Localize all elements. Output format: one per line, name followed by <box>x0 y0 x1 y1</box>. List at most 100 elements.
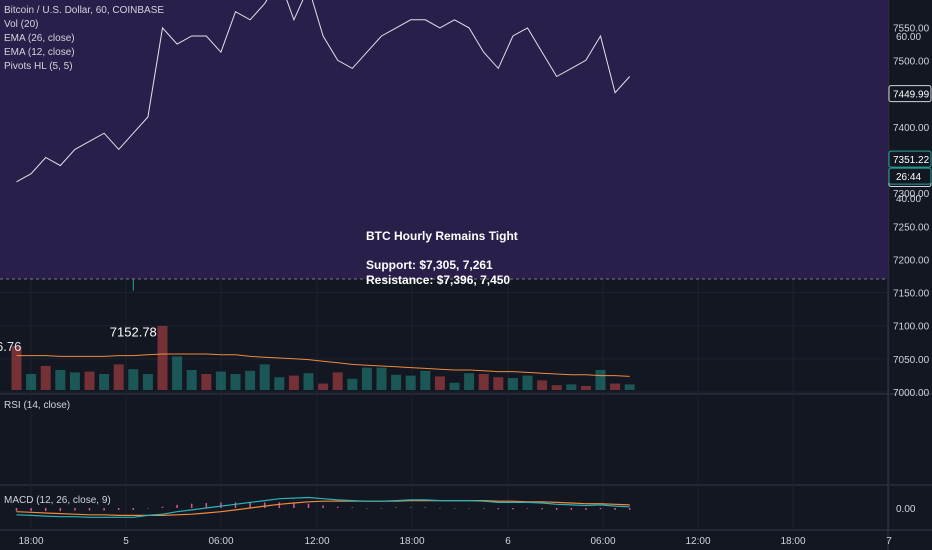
time-axis[interactable]: 18:00 5 06:00 12:00 18:00 6 06:00 12:00 18:00 7 <box>18 536 892 547</box>
volume-bar <box>230 374 241 390</box>
macd-histogram-bar <box>380 508 383 509</box>
volume-study-label[interactable]: Vol (20) <box>4 19 39 30</box>
rsi-line <box>16 0 631 183</box>
macd-histogram-bar <box>161 506 164 508</box>
macd-histogram-bar <box>439 508 441 509</box>
macd-histogram-bar <box>424 507 427 508</box>
annotation-support: Support: $7,305, 7,261 <box>366 258 493 272</box>
macd-histogram-bar <box>453 508 456 509</box>
volume-bar <box>507 378 518 390</box>
macd-histogram-bar <box>117 508 120 510</box>
annotation-resistance: Resistance: $7,396, 7,450 <box>366 273 511 287</box>
pivot-label: 7152.78 <box>110 325 157 340</box>
volume-bar <box>493 377 504 390</box>
macd-histogram-bar <box>366 508 368 509</box>
volume-bar <box>580 386 591 390</box>
macd-histogram-bar <box>147 508 149 509</box>
macd-histogram-bar <box>555 508 558 510</box>
volume-bar <box>26 374 37 390</box>
volume-bar <box>84 371 95 390</box>
macd-histogram-bar <box>44 508 47 512</box>
price-tick-label: 7200.00 <box>893 255 930 266</box>
volume-bar <box>128 369 139 390</box>
macd-histogram-bar <box>585 508 587 510</box>
time-tick-label: 12:00 <box>304 536 329 547</box>
volume-bar <box>288 375 299 390</box>
macd-histogram-bar <box>351 507 354 508</box>
volume-bar <box>434 376 445 390</box>
price-tick-label: 7550.00 <box>893 23 930 34</box>
macd-histogram-bar <box>15 508 18 512</box>
volume-bar <box>318 383 329 390</box>
volume-bar <box>157 326 168 390</box>
time-tick-label: 06:00 <box>208 536 233 547</box>
macd-histogram-bar <box>614 508 616 510</box>
macd-histogram-bar <box>59 508 62 512</box>
volume-bar <box>478 374 489 390</box>
macd-histogram-bar <box>395 507 397 508</box>
ema-slow-study-label[interactable]: EMA (26, close) <box>4 33 75 44</box>
macd-histogram-bar <box>190 503 193 508</box>
volume-bar <box>69 372 80 390</box>
macd-histogram-bar <box>293 503 295 508</box>
countdown-label: 26:44 <box>896 172 921 183</box>
current-price-tag <box>888 150 932 168</box>
time-tick-label: 18:00 <box>399 536 424 547</box>
volume-bar <box>449 382 460 390</box>
time-tick-label: 18:00 <box>18 536 43 547</box>
volume-bar <box>522 375 533 390</box>
price-tick-label: 7000.00 <box>893 388 930 399</box>
macd-histogram-bar <box>132 508 135 510</box>
macd-tick-label: 0.00 <box>896 504 916 515</box>
volume-bar <box>537 380 548 390</box>
volume-bar <box>420 370 431 390</box>
symbol-title: Bitcoin / U.S. Dollar, 60, COINBASE <box>4 5 165 16</box>
macd-histogram-bar <box>30 508 32 512</box>
volume-bar <box>610 383 621 390</box>
volume-bar <box>347 378 358 390</box>
time-tick-label: 6 <box>505 536 511 547</box>
volume-bar <box>142 374 153 390</box>
macd-histogram-bar <box>512 508 514 510</box>
macd-study-label[interactable]: MACD (12, 26, close, 9) <box>4 495 111 506</box>
volume-bar <box>464 373 475 390</box>
rsi-band <box>0 0 888 279</box>
price-axis[interactable]: 7000.00 7050.00 7100.00 7150.00 7200.00 7250.… <box>888 23 932 515</box>
volume-bar <box>376 367 387 390</box>
pivots-study-label[interactable]: Pivots HL (5, 5) <box>4 61 73 72</box>
volume-bar <box>391 374 402 390</box>
macd-histogram-bar <box>570 508 573 510</box>
volume-bar <box>274 377 285 390</box>
time-tick-label: 12:00 <box>685 536 710 547</box>
volume-value-label: 6.76 <box>0 339 22 354</box>
macd-histogram-bar <box>103 508 105 511</box>
volume-bar <box>595 370 606 390</box>
macd-histogram-bar <box>628 508 631 510</box>
volume-bar <box>332 372 343 390</box>
price-tick-label: 7150.00 <box>893 289 930 300</box>
volume-bar <box>361 367 372 390</box>
macd-histogram-bar <box>497 508 500 510</box>
price-tick-label: 7500.00 <box>893 57 930 68</box>
time-tick-label: 7 <box>886 536 892 547</box>
rsi-study-label[interactable]: RSI (14, close) <box>4 400 71 411</box>
volume-bar <box>245 370 256 390</box>
macd-histogram-bar <box>234 502 237 508</box>
volume-bar <box>259 364 270 390</box>
current-price-label: 7351.22 <box>893 155 930 166</box>
time-tick-label: 06:00 <box>590 536 615 547</box>
time-tick-label: 5 <box>123 536 129 547</box>
rsi-tick-label: 40.00 <box>896 194 921 205</box>
volume-bar <box>172 356 183 390</box>
macd-histogram-bar <box>205 503 208 508</box>
time-tick-label: 18:00 <box>780 536 805 547</box>
volume-bar <box>624 384 635 390</box>
annotation-title: BTC Hourly Remains Tight <box>366 229 518 243</box>
volume-ma-line <box>16 353 630 377</box>
ema-fast-study-label[interactable]: EMA (12, close) <box>4 47 75 58</box>
macd-histogram-bar <box>409 507 412 508</box>
macd-histogram-bar <box>468 508 470 509</box>
macd-histogram-bar <box>599 508 602 510</box>
price-tick-label: 7400.00 <box>893 123 930 134</box>
